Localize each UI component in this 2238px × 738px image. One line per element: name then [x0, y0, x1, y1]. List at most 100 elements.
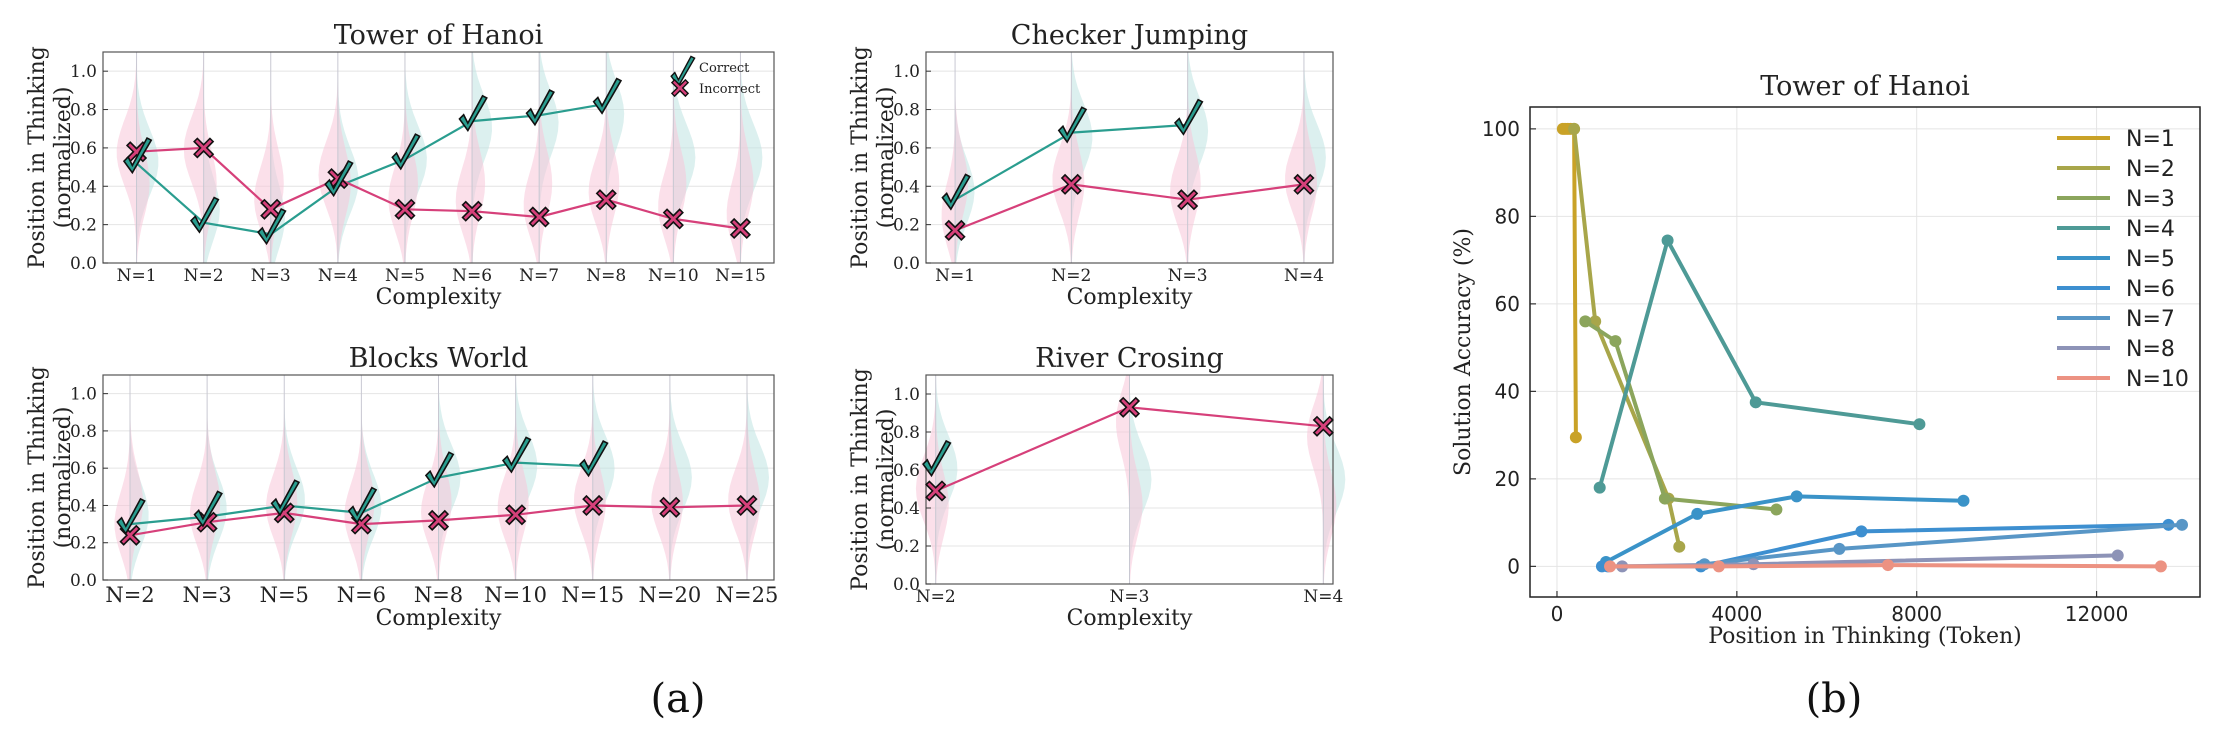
- incorrect-marker: [595, 189, 617, 211]
- small-chart-1: 0.0 0.2 0.4 0.6 0.8 1.0 N=1 N=2 N=3 N=4 N=5 N=6 N=7 N…: [25, 20, 775, 310]
- series-point: [2176, 518, 2189, 531]
- x-tick-label: N=15: [715, 266, 766, 286]
- violin-incorrect-right: [740, 52, 754, 263]
- incorrect-marker: [582, 494, 604, 517]
- violin-incorrect: [728, 375, 748, 580]
- x-tick-label: N=4: [1284, 266, 1324, 286]
- violin-incorrect: [588, 52, 607, 263]
- series-point: [1855, 525, 1868, 538]
- series-line: [1572, 128, 1682, 548]
- incorrect-marker: [528, 206, 550, 228]
- incorrect-marker: [461, 200, 483, 222]
- y-axis-label-line2: (normalized): [874, 409, 899, 551]
- y-tick-label: 0.8: [893, 101, 920, 121]
- x-tick-label: N=2: [105, 583, 154, 607]
- violin-incorrect-right: [1323, 375, 1337, 584]
- x-tick-label: N=3: [1168, 266, 1208, 286]
- x-tick-label: N=5: [385, 266, 425, 286]
- x-axis-label: Complexity: [1067, 606, 1193, 631]
- chart-title: Tower of Hanoi: [1760, 71, 1970, 102]
- correct-marker: [592, 77, 623, 115]
- violin-incorrect-right: [747, 375, 761, 580]
- violin-incorrect: [658, 52, 674, 263]
- violin-incorrect: [1285, 52, 1304, 263]
- x-axis-label: Complexity: [1067, 285, 1193, 310]
- correct-marker: [458, 94, 488, 132]
- x-tick-label: N=4: [318, 266, 358, 286]
- y-axis-label-line1: Position in Thinking: [25, 46, 50, 269]
- y-axis-label: Position in Thinking(normalized): [848, 46, 899, 269]
- y-tick-label: 1.0: [70, 385, 97, 405]
- plot-frame: [925, 51, 1334, 264]
- chart-title: Blocks World: [349, 343, 529, 374]
- incorrect-marker: [659, 496, 681, 518]
- x-axis-label: Complexity: [376, 285, 502, 310]
- series-point: [1658, 492, 1671, 505]
- accuracy-chart: 0 20 40 60 80 100 0 4000 8000 12000 Tower of Hanoi…: [1451, 71, 2201, 649]
- violin-incorrect: [114, 375, 130, 580]
- y-tick-label: 0.0: [893, 575, 920, 595]
- x-tick-label: N=25: [716, 583, 779, 607]
- series-point: [2154, 560, 2167, 573]
- x-tick-label: 0: [1551, 602, 1564, 626]
- incorrect-marker: [662, 208, 684, 230]
- series-point: [1712, 560, 1725, 573]
- incorrect-marker: [193, 137, 215, 159]
- y-axis-label: Solution Accuracy (%): [1451, 228, 1476, 476]
- y-axis-label-line2: (normalized): [51, 87, 76, 229]
- violin-incorrect: [573, 375, 593, 580]
- y-axis-label: Position in Thinking(normalized): [25, 46, 76, 269]
- series-line: [1597, 235, 1920, 489]
- x-tick-label: 12000: [2065, 602, 2129, 626]
- x-tick-label: N=3: [182, 583, 231, 607]
- violin-incorrect: [523, 52, 540, 263]
- plot-frame: [102, 374, 775, 581]
- x-tick-label: N=5: [260, 583, 309, 607]
- incorrect-marker: [736, 494, 758, 517]
- correct-marker: [190, 196, 220, 234]
- y-tick-label: 40: [1495, 379, 1520, 403]
- y-tick-label: 0.4: [893, 499, 920, 519]
- violin-incorrect: [1052, 52, 1072, 263]
- plot-frame: [925, 374, 1334, 585]
- correct-marker: [193, 490, 223, 528]
- violin-incorrect: [183, 52, 204, 263]
- violin-incorrect-right: [592, 375, 606, 580]
- series-point: [1749, 396, 1762, 409]
- y-axis-label-line1: Position in Thinking: [848, 46, 873, 269]
- series-point: [1604, 560, 1617, 573]
- x-tick-label: N=3: [251, 266, 291, 286]
- y-tick-label: 0.2: [70, 216, 97, 236]
- y-axis-label: Position in Thinking(normalized): [848, 368, 899, 591]
- y-tick-label: 0.0: [893, 254, 920, 274]
- correct-marker: [501, 436, 532, 474]
- correct-marker: [525, 89, 555, 127]
- caption-b: (b): [1806, 676, 1863, 722]
- incorrect-marker: [729, 217, 752, 240]
- legend-incorrect-label: Incorrect: [699, 82, 761, 97]
- plot-frame: [1529, 106, 2201, 598]
- x-tick-label: N=10: [484, 583, 547, 607]
- series-point: [1881, 559, 1894, 572]
- x-tick-label: N=15: [561, 583, 624, 607]
- legend: N=1 N=2 N=3 N=4 N=5 N=6 N=7 N=8 N=10: [2057, 127, 2189, 392]
- incorrect-marker: [925, 480, 947, 502]
- y-tick-label: 0.4: [70, 496, 97, 516]
- y-tick-label: 0.4: [893, 177, 920, 197]
- violin-incorrect: [1170, 52, 1188, 263]
- series-point: [1569, 431, 1582, 444]
- y-tick-label: 0.2: [70, 534, 97, 554]
- correct-marker: [122, 136, 153, 175]
- legend-label: N=7: [2126, 307, 2175, 332]
- x-axis-label: Position in Thinking (Token): [1708, 624, 2022, 649]
- incorrect-marker: [944, 219, 966, 241]
- violin-incorrect: [497, 375, 516, 580]
- y-tick-label: 0.2: [893, 537, 920, 557]
- violin-correct: [1071, 52, 1093, 263]
- violin-correct: [606, 52, 625, 263]
- violin-incorrect: [189, 375, 208, 580]
- x-tick-label: N=10: [648, 266, 699, 286]
- y-tick-label: 0.2: [893, 216, 920, 236]
- y-tick-label: 0.0: [70, 571, 97, 591]
- incorrect-marker: [505, 504, 527, 526]
